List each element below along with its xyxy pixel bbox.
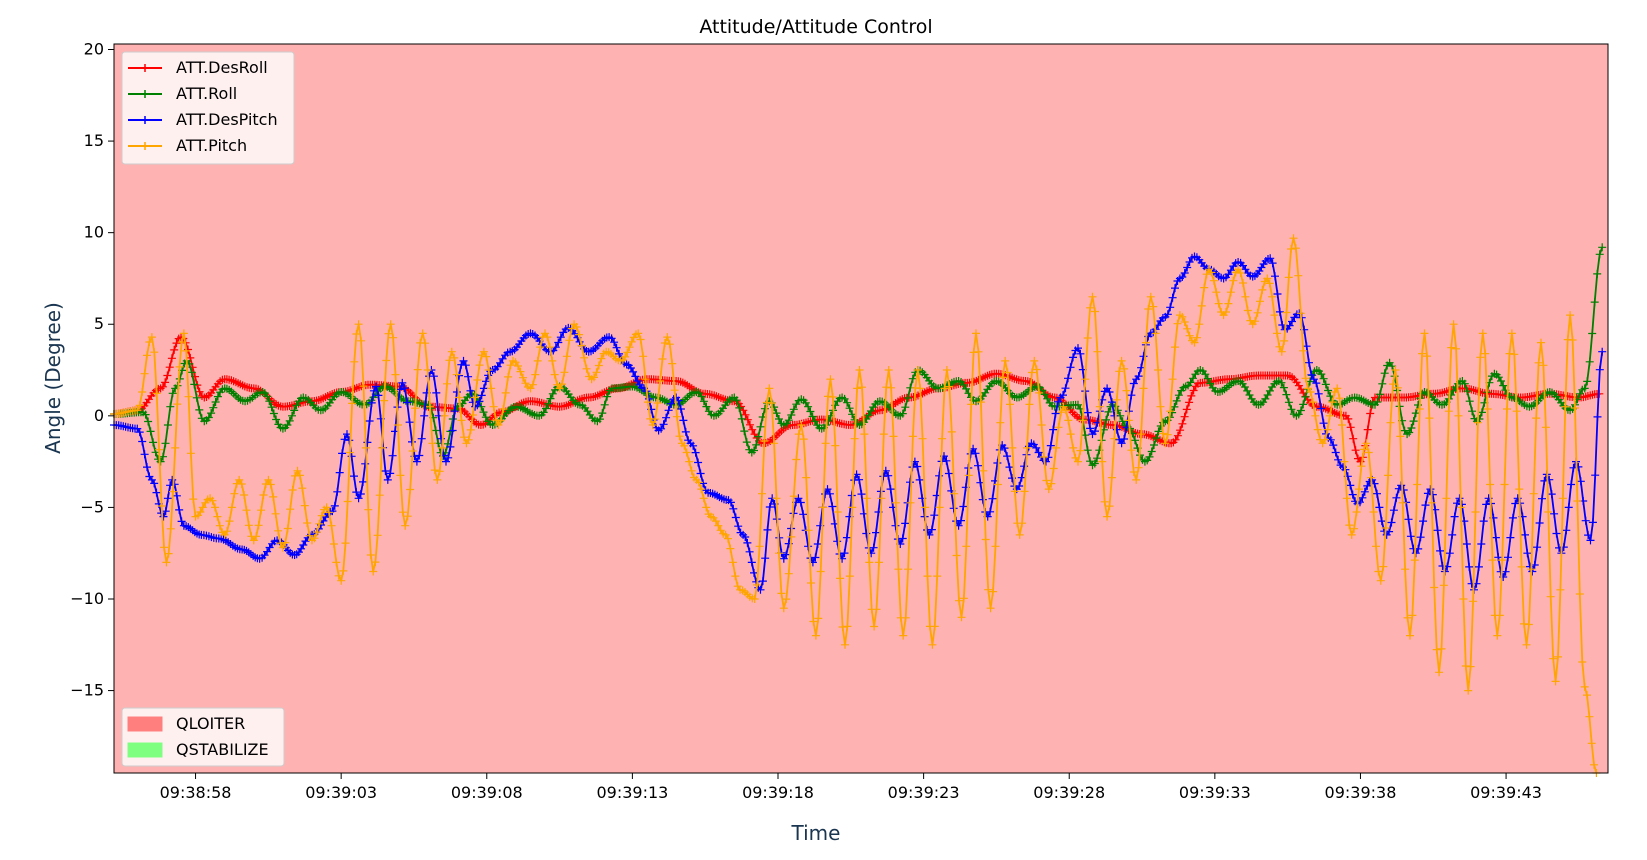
x-tick-label: 09:39:33 (1179, 783, 1251, 802)
y-tick-label: −5 (80, 497, 104, 516)
y-tick-label: −10 (70, 589, 104, 608)
mode-legend-swatch (127, 716, 163, 732)
legend-marker (141, 116, 149, 124)
y-tick-label: 10 (84, 223, 104, 242)
y-tick-label: −15 (70, 681, 104, 700)
x-axis-ticks: 09:38:58 09:39:03 09:39:08 09:39:13 09:39:18… (160, 773, 1542, 802)
y-tick-label: 0 (94, 406, 104, 425)
legend-marker (141, 142, 149, 150)
legend-label: ATT.DesPitch (176, 110, 278, 129)
series-line (113, 237, 1598, 774)
y-tick-label: 15 (84, 131, 104, 150)
series-layer (110, 234, 1607, 777)
x-tick-label: 09:39:13 (596, 783, 668, 802)
y-axis-ticks: 20 15 10 5 0 −5 −10 −15 (70, 39, 114, 700)
y-tick-label: 20 (84, 39, 104, 58)
mode-legend: QLOITER QSTABILIZE (121, 707, 285, 767)
x-tick-label: 09:39:23 (888, 783, 960, 802)
x-tick-label: 09:39:43 (1470, 783, 1542, 802)
x-tick-label: 09:39:38 (1325, 783, 1397, 802)
x-tick-label: 09:39:03 (305, 783, 377, 802)
x-axis-label: Time (791, 821, 841, 845)
mode-legend-swatch (127, 742, 163, 758)
legend-marker (141, 64, 149, 72)
x-tick-label: 09:39:18 (742, 783, 814, 802)
x-tick-label: 09:39:08 (451, 783, 523, 802)
series-legend-box (121, 51, 295, 165)
legend-marker (141, 90, 149, 98)
plot-frame (113, 43, 1609, 774)
x-tick-label: 09:38:58 (160, 783, 232, 802)
x-tick-label: 09:39:28 (1033, 783, 1105, 802)
y-tick-label: 5 (94, 314, 104, 333)
chart-title: Attitude/Attitude Control (699, 16, 932, 38)
series-legend: ATT.DesRoll ATT.Roll ATT.DesPitch ATT.Pitch (121, 51, 295, 165)
flight-mode-spans (114, 44, 1608, 773)
mode-legend-label: QSTABILIZE (176, 740, 269, 759)
mode-span-qloiter (114, 44, 1608, 773)
series-att-despitch (110, 252, 1607, 594)
legend-label: ATT.Roll (176, 84, 237, 103)
legend-label: ATT.Pitch (176, 136, 247, 155)
y-axis-label: Angle (Degree) (41, 302, 65, 454)
legend-label: ATT.DesRoll (176, 58, 268, 77)
mode-legend-label: QLOITER (176, 714, 245, 733)
